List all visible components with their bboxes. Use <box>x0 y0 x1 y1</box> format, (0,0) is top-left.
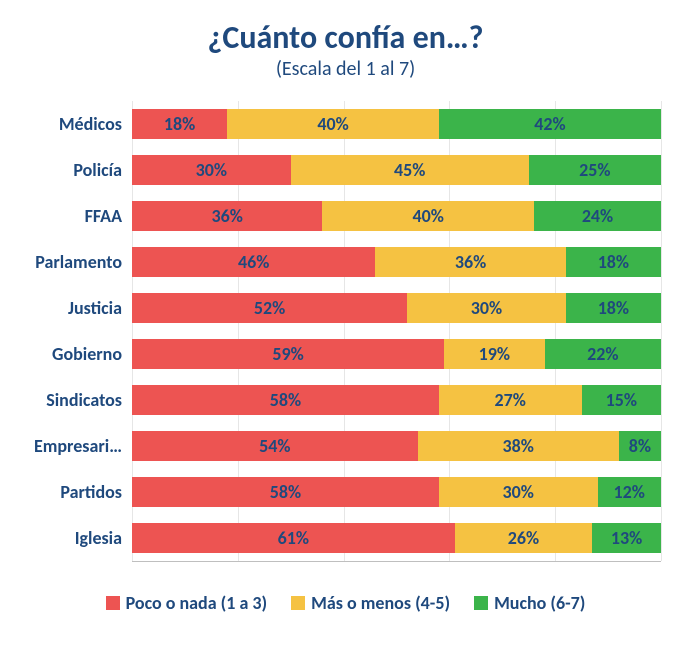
category-label: Policía <box>20 161 132 179</box>
bar-segment-mas: 36% <box>375 247 565 277</box>
bar-segment-mucho: 8% <box>619 431 661 461</box>
bar-row: Justicia52%30%18% <box>132 293 661 323</box>
stacked-bar: 46%36%18% <box>132 247 661 277</box>
legend-label: Poco o nada (1 a 3) <box>126 592 268 614</box>
bar-segment-mas: 30% <box>439 477 598 507</box>
legend-swatch <box>474 596 488 610</box>
stacked-bar: 54%38%8% <box>132 431 661 461</box>
bar-segment-mas: 19% <box>444 339 545 369</box>
bar-segment-mucho: 25% <box>529 155 661 185</box>
legend-item: Más o menos (4-5) <box>291 592 450 614</box>
legend-label: Mucho (6-7) <box>494 592 585 614</box>
bar-segment-mas: 45% <box>291 155 529 185</box>
bar-segment-mas: 38% <box>418 431 619 461</box>
category-label: Empresari… <box>20 437 132 455</box>
bar-row: Empresari…54%38%8% <box>132 431 661 461</box>
category-label: Médicos <box>20 115 132 133</box>
chart-title: ¿Cuánto confía en…? <box>20 20 671 55</box>
legend: Poco o nada (1 a 3) Más o menos (4-5) Much… <box>20 592 671 614</box>
stacked-bar: 18%40%42% <box>132 109 661 139</box>
bar-segment-mas: 40% <box>227 109 439 139</box>
category-label: Iglesia <box>20 529 132 547</box>
bar-segment-mucho: 22% <box>545 339 661 369</box>
bar-segment-mucho: 42% <box>439 109 661 139</box>
trust-chart: ¿Cuánto confía en…? (Escala del 1 al 7) … <box>0 0 691 652</box>
category-label: Gobierno <box>20 345 132 363</box>
bar-segment-mucho: 12% <box>598 477 661 507</box>
bar-row: Parlamento46%36%18% <box>132 247 661 277</box>
bar-row: Partidos58%30%12% <box>132 477 661 507</box>
bar-segment-poco: 46% <box>132 247 375 277</box>
bar-segment-poco: 18% <box>132 109 227 139</box>
bar-segment-poco: 30% <box>132 155 291 185</box>
bar-row: Gobierno59%19%22% <box>132 339 661 369</box>
bar-row: Iglesia61%26%13% <box>132 523 661 553</box>
category-label: Parlamento <box>20 253 132 271</box>
category-label: FFAA <box>20 207 132 225</box>
bar-segment-poco: 61% <box>132 523 455 553</box>
stacked-bar: 36%40%24% <box>132 201 661 231</box>
bar-segment-poco: 58% <box>132 477 439 507</box>
stacked-bar: 58%27%15% <box>132 385 661 415</box>
chart-subtitle: (Escala del 1 al 7) <box>20 57 671 81</box>
bar-segment-poco: 59% <box>132 339 444 369</box>
stacked-bar: 61%26%13% <box>132 523 661 553</box>
bar-segment-mas: 26% <box>455 523 593 553</box>
bar-segment-mucho: 18% <box>566 247 661 277</box>
bar-segment-mucho: 24% <box>534 201 661 231</box>
category-label: Sindicatos <box>20 391 132 409</box>
bar-row: FFAA36%40%24% <box>132 201 661 231</box>
stacked-bar: 59%19%22% <box>132 339 661 369</box>
bar-segment-poco: 52% <box>132 293 407 323</box>
stacked-bar: 30%45%25% <box>132 155 661 185</box>
stacked-bar: 52%30%18% <box>132 293 661 323</box>
bar-segment-poco: 58% <box>132 385 439 415</box>
legend-item: Mucho (6-7) <box>474 592 585 614</box>
bar-segment-poco: 36% <box>132 201 322 231</box>
bar-segment-mucho: 18% <box>566 293 661 323</box>
stacked-bar: 58%30%12% <box>132 477 661 507</box>
bar-row: Sindicatos58%27%15% <box>132 385 661 415</box>
bar-segment-mucho: 13% <box>592 523 661 553</box>
plot-area: Médicos18%40%42% Policía30%45%25% FFAA36%4… <box>132 101 661 562</box>
bar-segment-mas: 30% <box>407 293 566 323</box>
legend-label: Más o menos (4-5) <box>311 592 450 614</box>
category-label: Partidos <box>20 483 132 501</box>
bar-segment-mas: 40% <box>322 201 534 231</box>
legend-swatch <box>291 596 305 610</box>
category-label: Justicia <box>20 299 132 317</box>
bar-row: Médicos18%40%42% <box>132 109 661 139</box>
legend-swatch <box>106 596 120 610</box>
bar-segment-poco: 54% <box>132 431 418 461</box>
bar-segment-mucho: 15% <box>582 385 661 415</box>
bar-segment-mas: 27% <box>439 385 582 415</box>
legend-item: Poco o nada (1 a 3) <box>106 592 268 614</box>
bar-row: Policía30%45%25% <box>132 155 661 185</box>
